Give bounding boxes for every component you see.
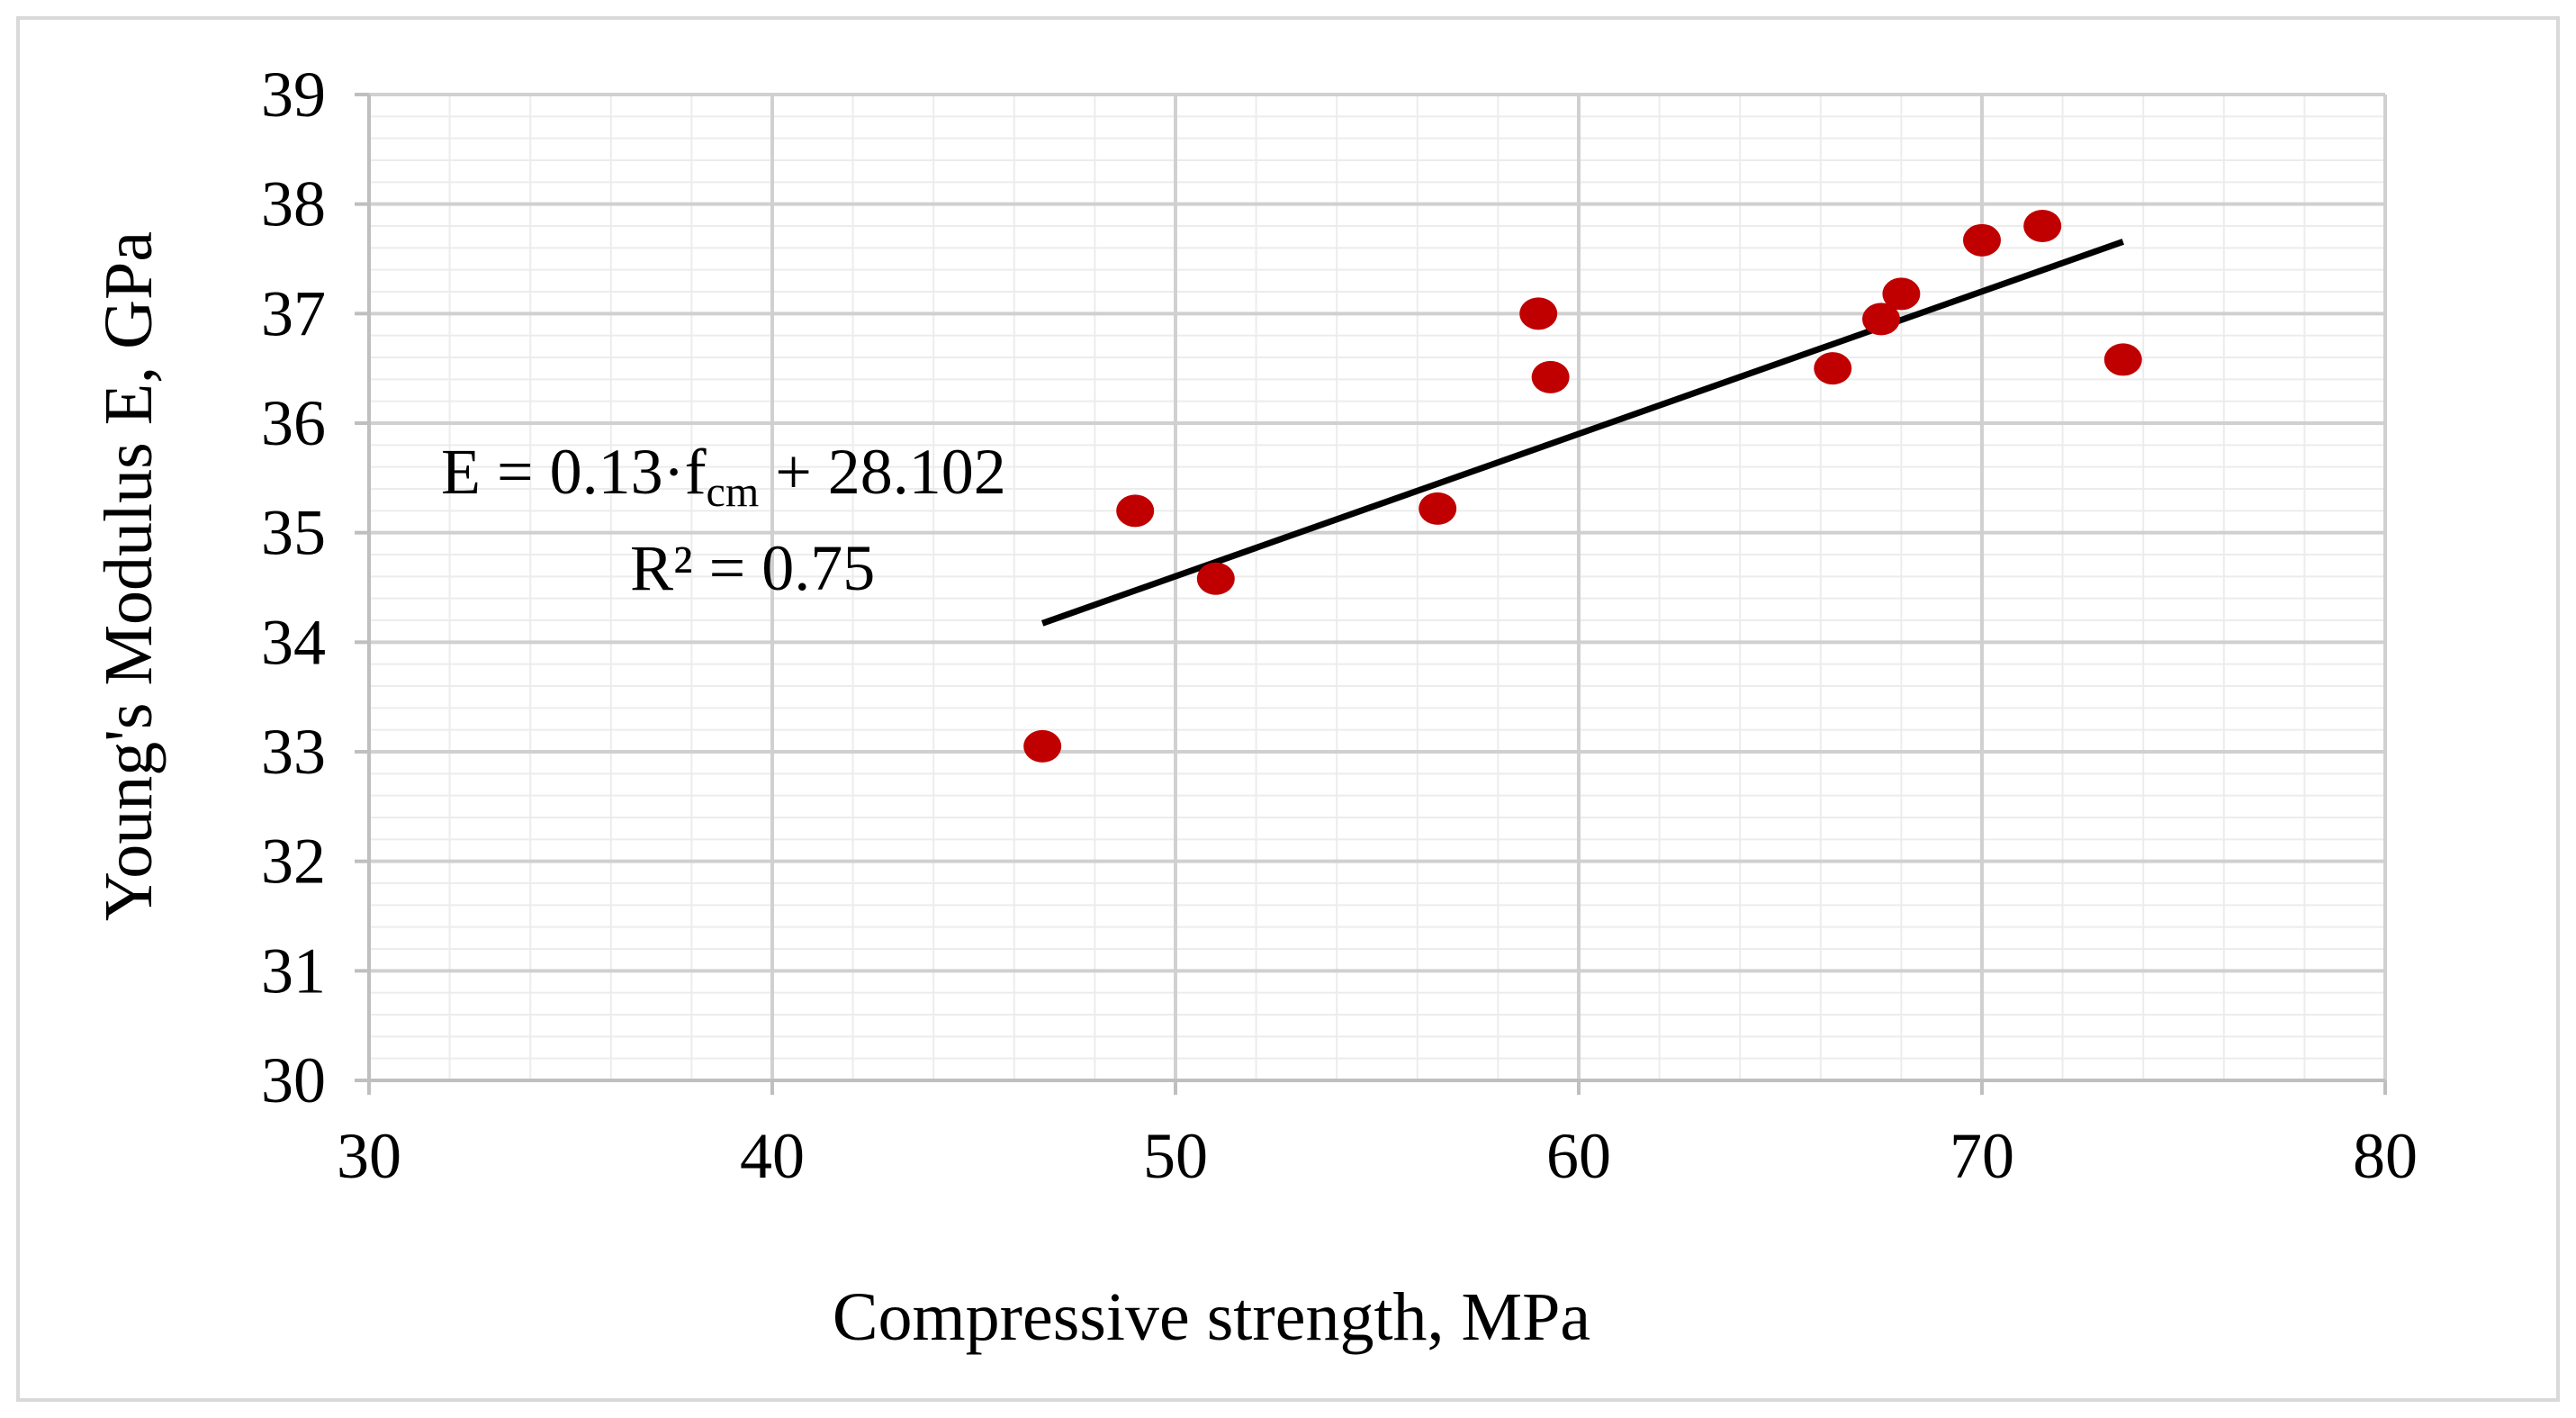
y-tick-label: 38 (261, 168, 326, 240)
y-tick-label: 34 (261, 606, 326, 678)
y-tick-label: 33 (261, 716, 326, 788)
data-point (1196, 562, 1235, 595)
trendline-r2: R² = 0.75 (630, 532, 875, 604)
x-tick-label: 70 (1950, 1120, 2014, 1192)
y-tick-label: 39 (261, 59, 326, 131)
data-point (1963, 223, 2001, 257)
data-point (1814, 352, 1852, 385)
data-point (1519, 297, 1558, 330)
data-point (1862, 303, 1900, 336)
y-tick-label: 35 (261, 497, 326, 569)
data-point (1882, 277, 1921, 311)
y-tick-label: 36 (261, 387, 326, 459)
y-tick-label: 31 (261, 935, 326, 1007)
equation-suffix: + 28.102 (759, 436, 1006, 508)
data-point (2103, 343, 2142, 376)
y-tick-labels: 30 31 32 33 34 35 36 37 38 39 (261, 59, 326, 1116)
data-point (2023, 210, 2062, 242)
x-tick-label: 80 (2353, 1120, 2418, 1192)
y-tick-label: 30 (261, 1044, 326, 1116)
x-axis-title: Compressive strength, MPa (833, 1279, 1590, 1355)
data-point (1023, 729, 1062, 763)
equation-subscript: cm (707, 468, 760, 516)
data-point (1419, 492, 1457, 525)
equation-prefix: E = 0.13·f (441, 436, 707, 508)
x-tick-label: 40 (740, 1120, 805, 1192)
x-tick-label: 50 (1143, 1120, 1208, 1192)
x-tick-label: 30 (337, 1120, 401, 1192)
trendline-group (1040, 239, 2124, 627)
y-tick-label: 37 (261, 277, 326, 349)
x-tick-labels: 30 40 50 60 70 80 (337, 1120, 2418, 1192)
data-point (1116, 494, 1155, 528)
axes (355, 93, 2387, 1095)
data-points (1023, 210, 2142, 763)
y-tick-label: 32 (261, 826, 326, 898)
trendline-equation: E = 0.13·fcm + 28.102 (441, 436, 1006, 516)
x-tick-label: 60 (1546, 1120, 1611, 1192)
trendline (1040, 239, 2124, 627)
data-point (1531, 360, 1570, 393)
minor-gridlines (369, 95, 2385, 1080)
y-axis-title: Young's Modulus E, GPa (91, 231, 167, 921)
